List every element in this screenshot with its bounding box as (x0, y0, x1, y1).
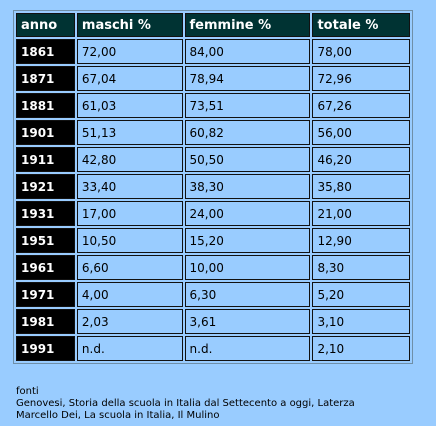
value-cell: 50,50 (184, 147, 311, 172)
year-cell: 1861 (16, 39, 75, 64)
data-table-container: anno maschi % femmine % totale % 1861 72,… (13, 10, 413, 364)
table-row: 1881 61,03 73,51 67,26 (16, 93, 410, 118)
year-cell: 1911 (16, 147, 75, 172)
sources-label: fonti (16, 386, 39, 397)
year-cell: 1961 (16, 255, 75, 280)
value-cell: 24,00 (184, 201, 311, 226)
year-cell: 1871 (16, 66, 75, 91)
value-cell: 67,26 (312, 93, 410, 118)
table-row: 1911 42,80 50,50 46,20 (16, 147, 410, 172)
value-cell: 60,82 (184, 120, 311, 145)
source-line-1: Genovesi, Storia della scuola in Italia … (16, 398, 355, 409)
sources-note: fonti Genovesi, Storia della scuola in I… (16, 386, 355, 422)
year-cell: 1881 (16, 93, 75, 118)
value-cell: n.d. (76, 336, 183, 361)
header-maschi: maschi % (76, 13, 183, 37)
value-cell: 2,03 (76, 309, 183, 334)
value-cell: 17,00 (76, 201, 183, 226)
table-row: 1871 67,04 78,94 72,96 (16, 66, 410, 91)
header-totale: totale % (312, 13, 410, 37)
value-cell: 6,30 (184, 282, 311, 307)
table-row: 1901 51,13 60,82 56,00 (16, 120, 410, 145)
value-cell: 72,00 (76, 39, 183, 64)
illiteracy-table: anno maschi % femmine % totale % 1861 72,… (14, 11, 412, 363)
value-cell: 67,04 (76, 66, 183, 91)
value-cell: 6,60 (76, 255, 183, 280)
value-cell: 3,61 (184, 309, 311, 334)
value-cell: 5,20 (312, 282, 410, 307)
table-row: 1921 33,40 38,30 35,80 (16, 174, 410, 199)
value-cell: 51,13 (76, 120, 183, 145)
year-cell: 1991 (16, 336, 75, 361)
value-cell: 78,00 (312, 39, 410, 64)
table-row: 1931 17,00 24,00 21,00 (16, 201, 410, 226)
value-cell: 4,00 (76, 282, 183, 307)
value-cell: 78,94 (184, 66, 311, 91)
year-cell: 1971 (16, 282, 75, 307)
year-cell: 1981 (16, 309, 75, 334)
value-cell: 61,03 (76, 93, 183, 118)
value-cell: 46,20 (312, 147, 410, 172)
source-line-2: Marcello Dei, La scuola in Italia, Il Mu… (16, 410, 220, 421)
value-cell: 56,00 (312, 120, 410, 145)
value-cell: 84,00 (184, 39, 311, 64)
value-cell: n.d. (184, 336, 311, 361)
table-row: 1861 72,00 84,00 78,00 (16, 39, 410, 64)
value-cell: 33,40 (76, 174, 183, 199)
table-header-row: anno maschi % femmine % totale % (16, 13, 410, 37)
year-cell: 1921 (16, 174, 75, 199)
value-cell: 73,51 (184, 93, 311, 118)
table-row: 1991 n.d. n.d. 2,10 (16, 336, 410, 361)
value-cell: 3,10 (312, 309, 410, 334)
table-row: 1981 2,03 3,61 3,10 (16, 309, 410, 334)
value-cell: 8,30 (312, 255, 410, 280)
value-cell: 12,90 (312, 228, 410, 253)
table-body: 1861 72,00 84,00 78,00 1871 67,04 78,94 72,96 18… (16, 39, 410, 361)
value-cell: 35,80 (312, 174, 410, 199)
table-row: 1951 10,50 15,20 12,90 (16, 228, 410, 253)
table-row: 1971 4,00 6,30 5,20 (16, 282, 410, 307)
table-row: 1961 6,60 10,00 8,30 (16, 255, 410, 280)
value-cell: 21,00 (312, 201, 410, 226)
header-femmine: femmine % (184, 13, 311, 37)
value-cell: 10,50 (76, 228, 183, 253)
value-cell: 38,30 (184, 174, 311, 199)
value-cell: 10,00 (184, 255, 311, 280)
value-cell: 2,10 (312, 336, 410, 361)
year-cell: 1931 (16, 201, 75, 226)
year-cell: 1951 (16, 228, 75, 253)
value-cell: 15,20 (184, 228, 311, 253)
value-cell: 42,80 (76, 147, 183, 172)
header-anno: anno (16, 13, 75, 37)
year-cell: 1901 (16, 120, 75, 145)
value-cell: 72,96 (312, 66, 410, 91)
